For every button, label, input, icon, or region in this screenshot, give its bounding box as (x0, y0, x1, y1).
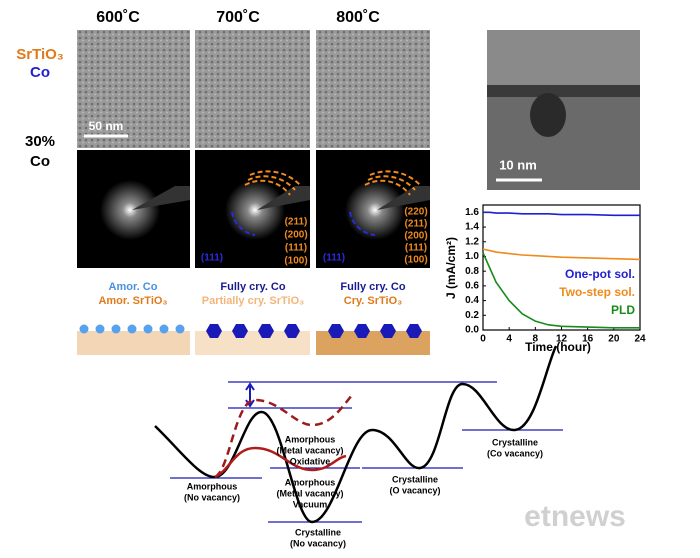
x-axis-label: Time (hour) (525, 340, 591, 354)
hkl-label: (111) (323, 253, 345, 264)
state-label: Crystalline (392, 474, 438, 484)
schematic-label: Fully cry. Co (340, 281, 405, 293)
y-tick-label: 1.2 (465, 236, 479, 247)
hkl-label: (211) (405, 219, 428, 230)
hkl-label: (111) (285, 243, 307, 254)
state-label: Crystalline (492, 437, 538, 447)
scale-label: 50 nm (89, 119, 124, 133)
temperature: 600˚C (96, 9, 140, 26)
state-label: Vacuum (293, 499, 328, 509)
hkl-label: (111) (405, 243, 427, 254)
schematic-label: Partially cry. SrTiO₃ (202, 295, 305, 307)
hkl-label: (100) (404, 255, 427, 266)
y-tick-label: 1.0 (465, 251, 479, 262)
y-tick-label: 1.6 (465, 207, 479, 218)
state-label: Amorphous (285, 477, 336, 487)
diffraction-panels (77, 150, 430, 268)
hkl-label: (220) (404, 207, 427, 218)
schematic-label: Amor. SrTiO₃ (98, 295, 167, 307)
state-label: (No vacancy) (290, 538, 346, 548)
tem-layer (487, 85, 640, 97)
tem-image (316, 30, 430, 148)
x-tick-label: 4 (506, 334, 512, 345)
row-label: 30% (25, 133, 55, 150)
y-tick-label: 0.4 (465, 295, 479, 306)
legend-label: PLD (611, 303, 635, 317)
tem-layer (487, 30, 640, 90)
x-tick-label: 12 (556, 334, 568, 345)
y-tick-label: 1.4 (465, 222, 479, 233)
tem-image (195, 30, 310, 148)
row-label: Co (30, 153, 50, 170)
hkl-label: (200) (284, 230, 307, 241)
tem-particle (530, 93, 566, 137)
hkl-label: (200) (404, 231, 427, 242)
series-line (482, 248, 641, 261)
state-label: (O vacancy) (389, 485, 440, 495)
state-label: Amorphous (285, 434, 336, 444)
x-tick-label: 20 (608, 334, 620, 345)
schematic-label: Amor. Co (109, 281, 158, 293)
row-label: Co (30, 64, 50, 81)
row-label: SrTiO₃ (16, 46, 64, 63)
x-tick-label: 0 (480, 334, 486, 345)
schematic-label: Fully cry. Co (220, 281, 285, 293)
series-line (483, 211, 640, 217)
temperature: 700˚C (216, 9, 260, 26)
x-tick-label: 16 (582, 334, 594, 345)
hkl-label: (211) (285, 217, 308, 228)
schematic-drawings (77, 324, 430, 355)
watermark: etnews (524, 500, 626, 533)
hkl-label: (111) (201, 253, 223, 264)
tem-image (77, 30, 190, 148)
state-label: Amorphous (187, 481, 238, 491)
energy-diagram (154, 345, 563, 524)
state-label: Crystalline (295, 527, 341, 537)
state-label: Oxidative (290, 456, 331, 466)
legend-label: One-pot sol. (565, 267, 635, 281)
y-tick-label: 0.0 (465, 325, 479, 336)
state-label: (Co vacancy) (487, 448, 543, 458)
y-tick-label: 0.6 (465, 281, 479, 292)
state-label: (Metal vacancy) (276, 488, 343, 498)
hkl-label: (100) (284, 256, 307, 267)
state-label: (Metal vacancy) (276, 445, 343, 455)
y-axis-label: J (mA/cm²) (444, 237, 458, 299)
y-tick-label: 0.2 (465, 310, 479, 321)
series-line (482, 252, 640, 329)
state-label: (No vacancy) (184, 492, 240, 502)
x-tick-label: 8 (533, 334, 539, 345)
schematic-label: Cry. SrTiO₃ (344, 295, 402, 307)
scale-label: 10 nm (499, 157, 537, 172)
y-tick-label: 0.8 (465, 266, 479, 277)
x-tick-label: 24 (634, 334, 646, 345)
temperature: 800˚C (336, 9, 380, 26)
legend-label: Two-step sol. (559, 285, 635, 299)
